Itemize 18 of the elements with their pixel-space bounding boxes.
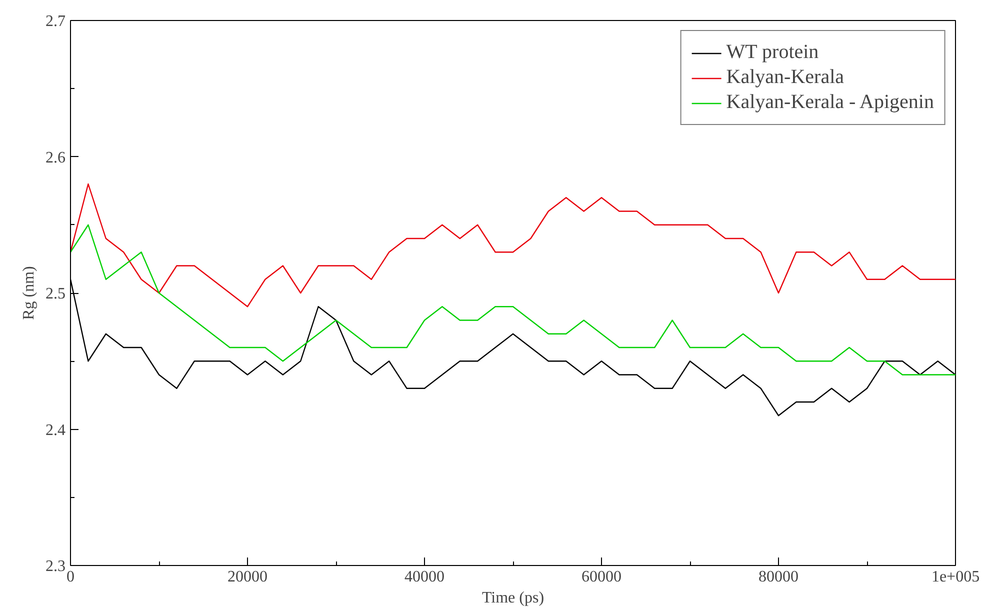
y-tick-label: 2.6	[46, 149, 66, 166]
x-axis-title: Time (ps)	[482, 590, 544, 606]
x-tick-label: 80000	[758, 568, 798, 586]
y-axis-title: Rg (nm)	[20, 266, 38, 320]
x-tick-label: 20000	[228, 568, 268, 586]
x-tick-label: 60000	[582, 568, 622, 586]
legend-label: Kalyan-Kerala	[726, 66, 844, 89]
y-tick-label: 2.4	[46, 422, 66, 439]
x-tick-label: 40000	[404, 568, 444, 586]
legend-label: Kalyan-Kerala - Apigenin	[726, 91, 934, 114]
y-tick-label: 2.7	[46, 13, 66, 30]
line-series	[70, 183, 956, 308]
y-tick-label: 2.5	[46, 286, 66, 302]
line-series	[70, 224, 956, 376]
y-tick-label: 2.3	[46, 558, 66, 575]
x-tick-label: 1e+005	[931, 568, 980, 586]
legend-label: WT protein	[726, 41, 819, 64]
x-tick-label: 0	[66, 568, 74, 586]
